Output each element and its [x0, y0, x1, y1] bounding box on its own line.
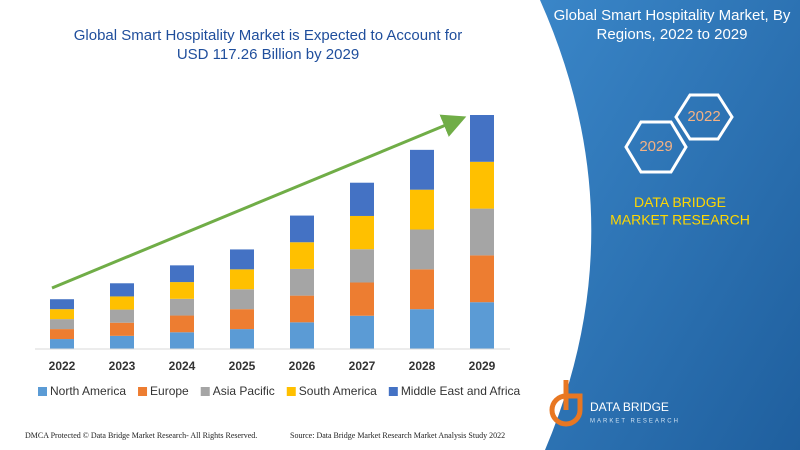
legend-label: Europe	[150, 384, 189, 398]
bar-segment	[350, 249, 374, 283]
hexagon	[674, 93, 734, 141]
x-tick-label: 2022	[49, 359, 76, 373]
bar-segment	[110, 283, 134, 297]
x-tick-label: 2029	[469, 359, 496, 373]
bar-segment	[110, 335, 134, 349]
bar-segment	[50, 319, 74, 330]
x-tick-label: 2028	[409, 359, 436, 373]
legend-swatch	[286, 387, 296, 396]
legend-swatch	[200, 387, 210, 396]
bar-segment	[110, 296, 134, 310]
legend-label: North America	[50, 384, 126, 398]
x-tick-label: 2026	[289, 359, 316, 373]
bar-segment	[230, 329, 254, 349]
bar-segment	[50, 339, 74, 349]
bar-segment	[230, 289, 254, 310]
legend-swatch	[138, 387, 148, 396]
legend-swatch	[388, 387, 398, 396]
x-tick-label: 2025	[229, 359, 256, 373]
bar-segment	[290, 322, 314, 349]
brand-text: DATA BRIDGE MARKET RESEARCH	[610, 194, 750, 228]
bar-segment	[410, 189, 434, 230]
bar-segment	[170, 332, 194, 349]
bar-segment	[350, 215, 374, 250]
bar-segment	[350, 282, 374, 316]
bar-segment	[110, 322, 134, 336]
legend-label: Middle East and Africa	[401, 384, 521, 398]
hexagon-label: 2022	[687, 108, 720, 125]
bar-segment	[170, 265, 194, 283]
x-tick-label: 2024	[169, 359, 196, 373]
side-panel	[540, 0, 800, 450]
logo-tagline: MARKET RESEARCH	[590, 419, 680, 425]
bar-segment	[290, 215, 314, 243]
bar-segment	[170, 298, 194, 316]
footer-right: Source: Data Bridge Market Research Mark…	[290, 431, 505, 440]
bar-segment	[230, 249, 254, 270]
bar-segment	[410, 229, 434, 270]
bar-segment	[470, 115, 494, 162]
logo-icon	[549, 380, 583, 427]
bar-segment	[290, 268, 314, 296]
bar-segment	[110, 309, 134, 323]
hexagon-label: 2029	[639, 138, 672, 155]
bar-segment	[170, 315, 194, 333]
chart-title: Global Smart Hospitality Market is Expec…	[74, 27, 463, 63]
x-tick-label: 2023	[109, 359, 136, 373]
bar-segment	[350, 182, 374, 216]
chart: Global Smart Hospitality Market is Expec…	[35, 27, 521, 398]
trend-arrow	[51, 114, 467, 290]
footer-left: DMCA Protected © Data Bridge Market Rese…	[25, 431, 257, 440]
bar-segment	[470, 161, 494, 209]
bar-segment	[350, 315, 374, 349]
bar-segment	[170, 282, 194, 299]
bar-segment	[290, 295, 314, 323]
x-tick-label: 2027	[349, 359, 376, 373]
bar-segment	[290, 242, 314, 269]
bar-segment	[50, 329, 74, 340]
bar-segment	[50, 309, 74, 320]
bar-segment	[470, 302, 494, 349]
bar-segment	[470, 255, 494, 303]
bar-segment	[410, 309, 434, 349]
panel-title: Global Smart Hospitality Market, By Regio…	[554, 7, 791, 43]
hexagon	[624, 120, 688, 174]
bar-segment	[50, 299, 74, 310]
legend-label: Asia Pacific	[213, 384, 275, 398]
legend-swatch	[38, 387, 47, 396]
bar-segment	[410, 149, 434, 190]
legend-label: South America	[299, 384, 377, 398]
bar-segment	[230, 309, 254, 330]
bar-segment	[470, 208, 494, 256]
logo-name: DATA BRIDGE	[590, 400, 669, 414]
bar-segment	[230, 269, 254, 290]
bar-segment	[410, 269, 434, 310]
